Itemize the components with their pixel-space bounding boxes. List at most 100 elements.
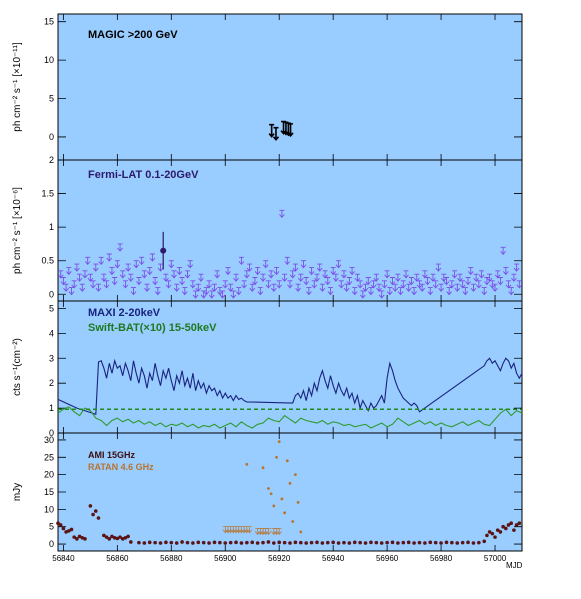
fermi-upper-limit-arrow <box>106 253 113 262</box>
x-tick-label: 56840 <box>52 554 75 563</box>
fermi-upper-limit-arrow <box>168 260 175 269</box>
ami-data-point <box>342 540 346 545</box>
ami-data-point <box>164 540 168 545</box>
ami-data-point <box>201 540 206 545</box>
y-tick-label: 5 <box>49 522 54 532</box>
ami-data-point <box>482 539 487 544</box>
fermi-upper-limit-arrow <box>109 266 115 276</box>
ami-data-point <box>126 534 130 539</box>
fermi-upper-limit-arrow <box>211 283 218 292</box>
ami-data-point <box>455 541 460 545</box>
ami-data-point <box>112 536 117 540</box>
y-axis-label: cts s⁻¹(cm⁻²) <box>12 338 23 396</box>
ami-data-point <box>390 540 395 545</box>
fermi-upper-limit-arrow <box>273 266 280 276</box>
ami-data-point <box>250 540 255 545</box>
fermi-upper-limit-arrow <box>333 273 339 282</box>
ratan-data-point <box>277 440 281 444</box>
y-tick-label: 30 <box>44 435 54 445</box>
fermi-upper-limit-arrow <box>249 283 256 292</box>
plot-area-background <box>57 159 523 302</box>
y-tick-label: 15 <box>44 17 54 27</box>
fermi-upper-limit-arrow <box>243 270 250 279</box>
ami-data-point <box>107 537 112 541</box>
ami-data-point <box>504 526 508 531</box>
fermi-upper-limit-arrow <box>473 273 479 282</box>
fermi-upper-limit-arrow <box>74 263 80 272</box>
fermi-upper-limit-arrow <box>500 246 506 255</box>
ami-data-point <box>96 516 101 520</box>
fermi-upper-limit-arrow <box>173 283 180 292</box>
ami-data-point <box>207 541 211 545</box>
fermi-upper-limit-arrow <box>335 260 342 269</box>
fermi-upper-limit-arrow <box>516 280 523 289</box>
ami-data-point <box>77 534 82 539</box>
ratan-data-point <box>283 511 287 515</box>
ami-data-point <box>137 540 141 545</box>
ami-data-point <box>123 536 128 540</box>
ami-data-point <box>288 541 292 545</box>
fermi-upper-limit-arrow <box>478 270 485 279</box>
maxi-series-line <box>57 357 523 416</box>
ami-data-point <box>517 521 522 526</box>
fermi-upper-limit-arrow <box>408 277 415 286</box>
ami-data-point <box>239 541 244 545</box>
fermi-upper-limit-arrow <box>103 280 110 289</box>
x-tick-label: 56980 <box>430 554 453 563</box>
ami-data-point <box>158 541 163 545</box>
fermi-upper-limit-arrow <box>92 263 99 272</box>
fermi-upper-limit-arrow <box>257 287 264 296</box>
fermi-upper-limit-arrow <box>359 290 366 299</box>
ami-data-point <box>110 534 114 539</box>
ami-data-point <box>104 535 109 539</box>
fermi-upper-limit-arrow <box>235 287 242 296</box>
y-tick-label: 20 <box>44 470 54 480</box>
ami-data-point <box>80 536 85 540</box>
fermi-upper-limit-arrow <box>146 266 153 276</box>
ami-data-point <box>266 540 271 544</box>
ami-data-point <box>147 540 152 545</box>
ratan-upper-limit-arrow <box>246 526 253 534</box>
ami-data-point <box>444 540 449 545</box>
fermi-upper-limit-arrow <box>427 287 434 296</box>
fermi-upper-limit-arrow <box>454 283 461 292</box>
fermi-upper-limit-arrow <box>163 273 169 282</box>
fermi-upper-limit-arrow <box>497 277 504 286</box>
y-tick-label: 4 <box>49 328 54 338</box>
fermi-upper-limit-arrow <box>138 256 145 266</box>
ami-data-point <box>460 540 465 545</box>
y-tick-label: 15 <box>44 487 54 497</box>
ami-data-point <box>379 541 384 545</box>
ami-data-point <box>185 540 190 545</box>
ami-data-point <box>64 530 68 534</box>
magic-upper-limit-arrow <box>287 123 294 138</box>
fermi-upper-limit-arrow <box>465 277 471 286</box>
fermi-upper-limit-arrow <box>370 280 377 289</box>
x-tick-label: 56960 <box>376 554 399 563</box>
fermi-upper-limit-arrow <box>206 280 212 289</box>
ami-data-point <box>336 541 341 545</box>
fermi-upper-limit-arrow <box>117 243 123 252</box>
fermi-upper-limit-arrow <box>357 280 363 289</box>
ami-data-point <box>58 523 63 527</box>
ami-data-point <box>212 540 217 545</box>
ami-data-point <box>298 540 303 545</box>
fermi-upper-limit-arrow <box>365 277 372 286</box>
fermi-upper-limit-arrow <box>508 287 515 296</box>
fermi-upper-limit-arrow <box>381 280 388 289</box>
fermi-upper-limit-arrow <box>111 277 118 286</box>
ratan-data-point <box>293 473 297 477</box>
fermi-upper-limit-arrow <box>279 209 285 219</box>
fermi-upper-limit-arrow <box>200 290 207 299</box>
fermi-upper-limit-arrow <box>136 277 142 286</box>
fermi-upper-limit-arrow <box>449 280 455 289</box>
swift-legend-label: Swift-BAT(×10) 15-50keV <box>88 322 217 334</box>
y-tick-label: 1 <box>49 222 54 232</box>
ami-data-point <box>331 540 335 545</box>
fermi-upper-limit-arrow <box>203 287 210 296</box>
fermi-upper-limit-arrow <box>440 273 447 282</box>
fermi-upper-limit-arrow <box>65 266 72 276</box>
ami-data-point <box>91 512 95 517</box>
fermi-upper-limit-arrow <box>373 273 380 282</box>
